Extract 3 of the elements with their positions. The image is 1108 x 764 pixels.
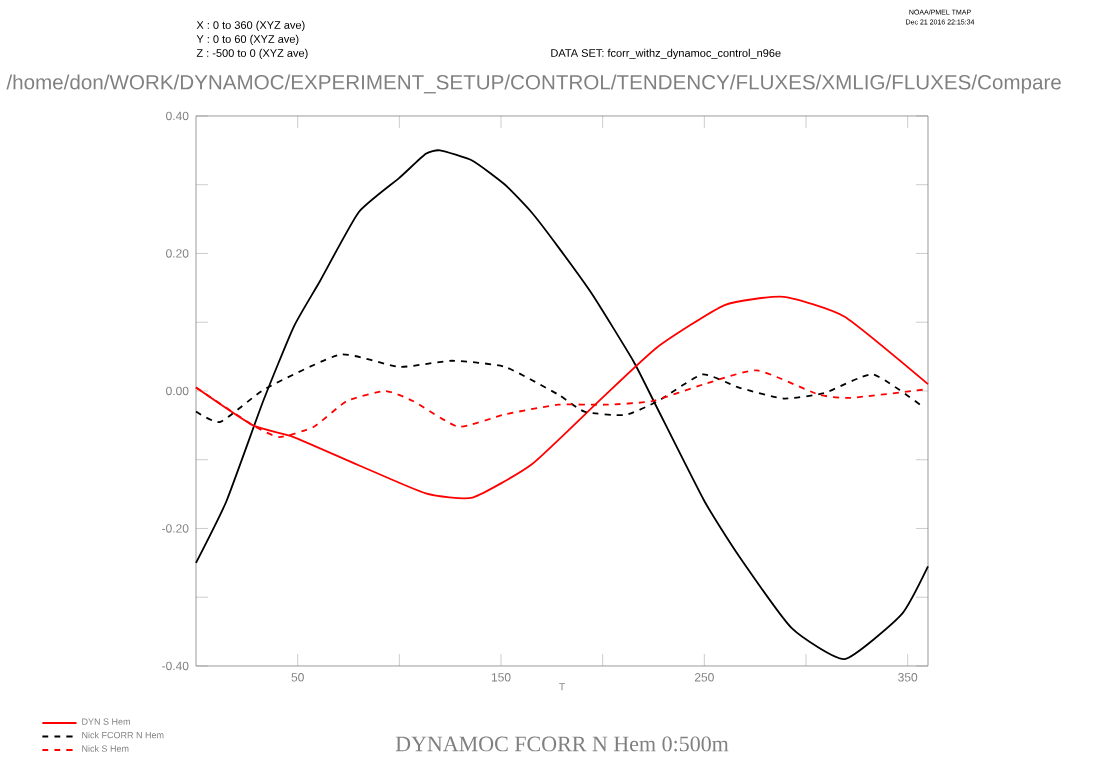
text: DYNAMOC FCORR N Hem 0:500m: [395, 736, 729, 752]
text: /home/don/WORK/DYNAMOC/EXPERIMENT_SETUP/CONTROL/TENDENCY/FLUXES/XMLIG/FLUXES/Compare: [6, 74, 1061, 94]
line-series: [195, 149, 929, 660]
